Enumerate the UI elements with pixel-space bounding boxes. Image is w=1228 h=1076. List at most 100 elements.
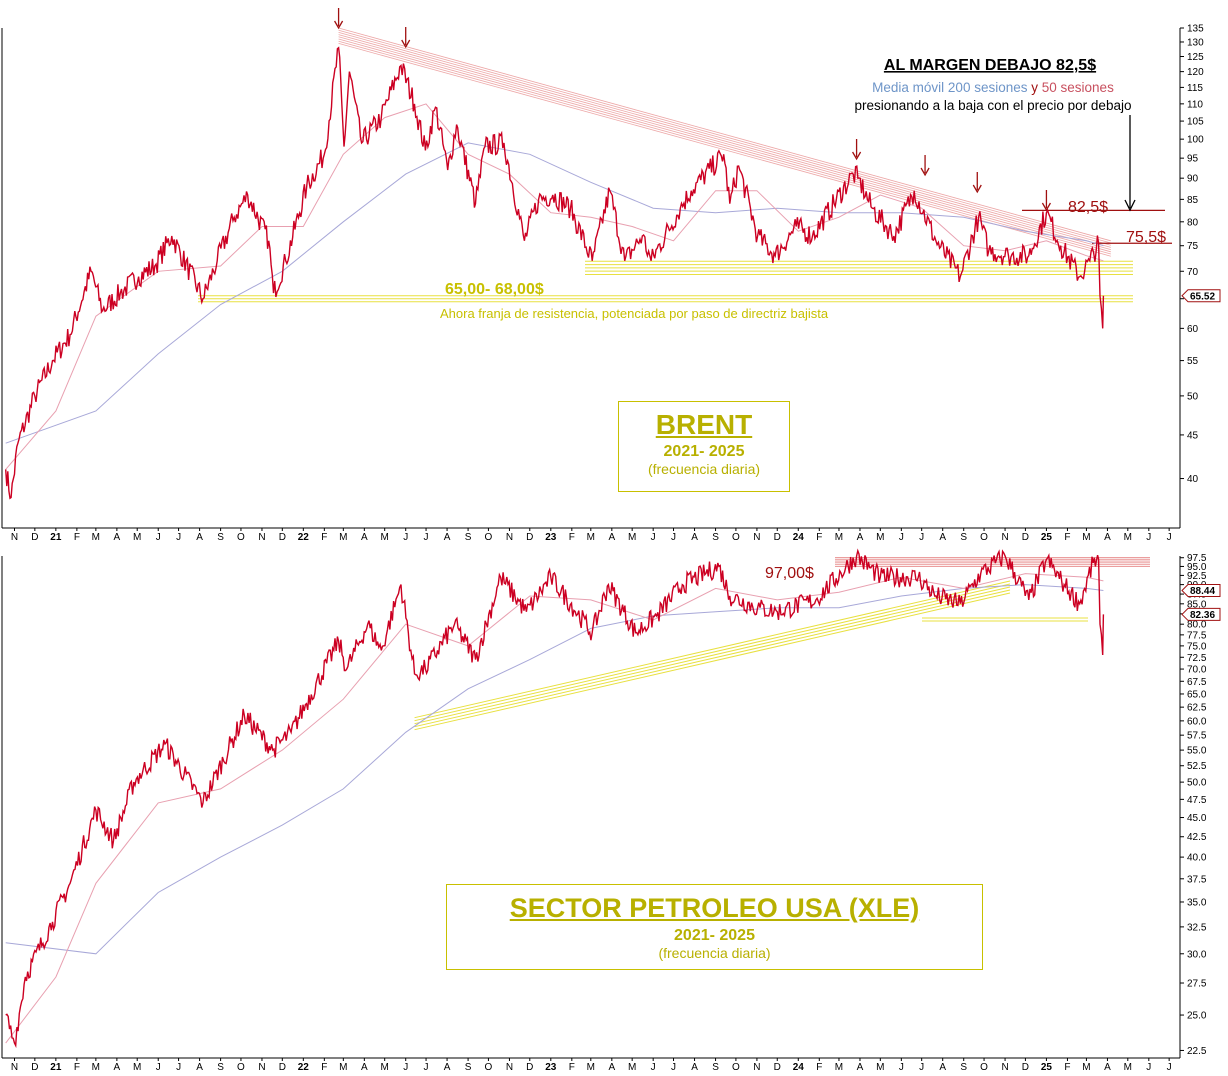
x-tick-label: A (1104, 532, 1111, 543)
x-tick-label: J (1146, 1062, 1151, 1073)
support-trendline (414, 592, 1011, 731)
x-tick-label: M (381, 1062, 389, 1073)
x-tick-label: N (753, 532, 760, 543)
y-tick-label: 92.5 (1187, 571, 1207, 582)
y-tick-label: 25.0 (1187, 1011, 1207, 1022)
x-tick-label: M (835, 1062, 843, 1073)
y-tick-label: 55 (1187, 356, 1199, 367)
x-tick-label: O (732, 1062, 740, 1073)
level-97-label: 97,00$ (765, 565, 814, 582)
down-arrow-head (920, 167, 930, 177)
y-tick-label: 60 (1187, 324, 1199, 335)
down-arrow-head (334, 20, 344, 30)
x-tick-label: D (279, 1062, 286, 1073)
x-tick-label: F (321, 532, 327, 543)
x-tick-label: O (237, 532, 245, 543)
resistance-trendline (338, 38, 1111, 253)
y-tick-label: 100 (1187, 135, 1204, 146)
y-tick-label: 115 (1187, 83, 1203, 94)
x-tick-label: M (587, 532, 595, 543)
last-price-label: 82.36 (1190, 610, 1215, 621)
y-tick-label: 75 (1187, 241, 1199, 252)
down-arrow-head (1041, 202, 1051, 212)
x-tick-label: J (1167, 532, 1172, 543)
down-arrow-head (401, 39, 411, 49)
x-tick-label: M (1082, 532, 1090, 543)
level-75-5-label: 75,5$ (1126, 229, 1166, 246)
y-tick-label: 80.0 (1187, 620, 1207, 631)
x-tick-label: D (774, 1062, 781, 1073)
x-tick-label: J (651, 532, 656, 543)
x-tick-label: J (671, 1062, 676, 1073)
support-trendline (414, 589, 1011, 728)
x-tick-label: 22 (298, 1062, 310, 1073)
y-tick-label: 27.5 (1187, 979, 1207, 990)
x-tick-label: N (506, 532, 513, 543)
y-tick-label: 57.5 (1187, 731, 1207, 742)
ma-legend-annotation: Media móvil 200 sesiones y 50 sesiones (872, 80, 1114, 95)
y-tick-label: 120 (1187, 67, 1204, 78)
y-tick-label: 97.5 (1187, 553, 1207, 564)
x-tick-label: O (732, 532, 740, 543)
x-tick-label: F (74, 1062, 80, 1073)
y-tick-label: 90 (1187, 174, 1199, 185)
x-tick-label: N (1001, 1062, 1008, 1073)
x-tick-label: M (1124, 1062, 1132, 1073)
y-tick-label: 130 (1187, 37, 1204, 48)
price-line (5, 46, 1105, 500)
resistance-trendline (338, 27, 1111, 242)
x-tick-label: A (691, 1062, 698, 1073)
x-tick-label: N (506, 1062, 513, 1073)
x-tick-label: D (31, 532, 38, 543)
xle-title: SECTOR PETROLEO USA (XLE) (509, 893, 920, 923)
x-tick-label: J (899, 532, 904, 543)
x-tick-label: A (361, 532, 368, 543)
x-tick-label: M (876, 532, 884, 543)
pointer-arrow-head (1124, 199, 1136, 212)
x-tick-label: S (217, 532, 224, 543)
brent-years: 2021- 2025 (663, 443, 745, 460)
x-tick-label: F (74, 532, 80, 543)
y-tick-label: 32.5 (1187, 922, 1207, 933)
x-tick-label: N (1001, 532, 1008, 543)
x-tick-label: S (217, 1062, 224, 1073)
x-tick-label: A (114, 532, 121, 543)
x-tick-label: O (485, 532, 493, 543)
x-tick-label: D (31, 1062, 38, 1073)
x-tick-label: F (1064, 532, 1070, 543)
x-tick-label: A (608, 1062, 615, 1073)
x-tick-label: D (1022, 532, 1029, 543)
x-tick-label: J (671, 532, 676, 543)
x-tick-label: A (444, 532, 451, 543)
x-tick-label: F (569, 532, 575, 543)
x-tick-label: O (980, 1062, 988, 1073)
x-tick-label: M (381, 532, 389, 543)
y-tick-label: 95.0 (1187, 562, 1207, 573)
y-tick-label: 75.0 (1187, 641, 1207, 652)
x-tick-label: J (919, 532, 924, 543)
resistance-trendline (338, 32, 1111, 246)
x-tick-label: N (753, 1062, 760, 1073)
x-tick-label: J (176, 532, 181, 543)
brent-title-box: BRENT 2021- 2025 (frecuencia diaria) (618, 401, 790, 492)
x-tick-label: D (526, 1062, 533, 1073)
x-tick-label: J (156, 532, 161, 543)
support-trendline (414, 580, 1011, 719)
y-tick-label: 65.0 (1187, 689, 1207, 700)
x-tick-label: F (816, 1062, 822, 1073)
x-tick-label: J (1167, 1062, 1172, 1073)
down-arrow-head (852, 151, 862, 161)
y-tick-label: 110 (1187, 99, 1203, 110)
y-tick-label: 40.0 (1187, 853, 1207, 864)
last-price-label: 65.52 (1190, 291, 1215, 302)
subline-annotation: presionando a la baja con el precio por … (855, 98, 1132, 113)
y-tick-label: 55.0 (1187, 746, 1207, 757)
level-82-5-label: 82,5$ (1068, 199, 1108, 216)
last-price-label: 88.44 (1190, 586, 1215, 597)
xle-frequency: (frecuencia diaria) (658, 945, 771, 961)
x-tick-label: J (403, 1062, 408, 1073)
ma200-line (5, 142, 1104, 444)
x-tick-label: M (339, 1062, 347, 1073)
x-tick-label: A (196, 1062, 203, 1073)
